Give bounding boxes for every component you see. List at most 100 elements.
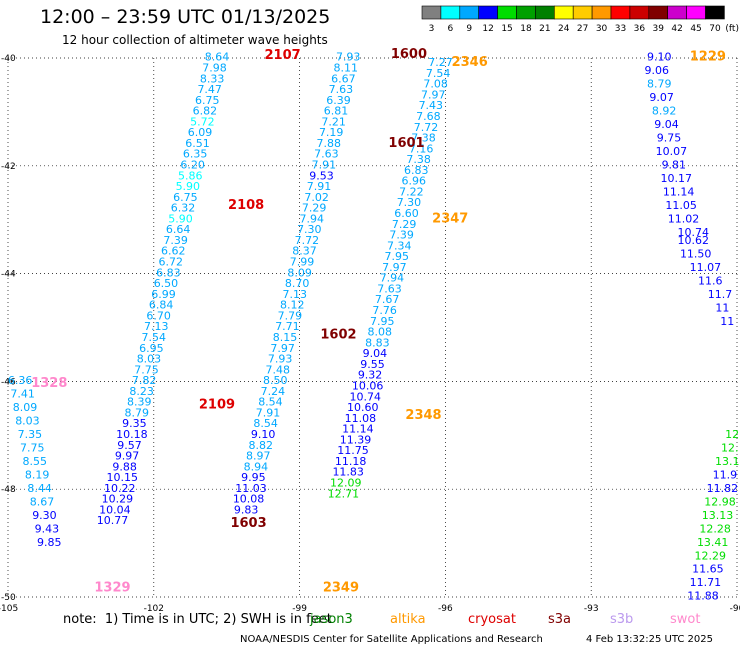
pass-time-label: 1229	[690, 50, 726, 65]
pass-time-label: 2109	[199, 397, 235, 412]
footer-credit: NOAA/NESDIS Center for Satellite Applica…	[240, 634, 543, 645]
wave-height-value: 8.64	[205, 51, 230, 64]
wave-height-value: 6.95	[139, 342, 164, 355]
wave-height-value: 8.94	[244, 460, 269, 473]
wave-height-value: 9.43	[35, 522, 60, 535]
wave-height-value: 6.35	[183, 148, 208, 161]
wave-height-value: 7.75	[134, 363, 159, 376]
wave-height-value: 10.15	[106, 471, 138, 484]
wave-height-value: 12.	[721, 441, 739, 454]
wave-height-value: 11.6	[698, 274, 723, 287]
pass-time-label: 1602	[320, 327, 356, 342]
footer-timestamp: 4 Feb 13:32:25 UTC 2025	[586, 634, 713, 645]
wave-height-value: 7.35	[18, 428, 43, 441]
legend-s3a: s3a	[548, 612, 572, 627]
pass-time-label: 1329	[94, 581, 130, 596]
wave-height-value: 11.14	[663, 185, 695, 198]
lat-tick-label: -42	[1, 162, 16, 172]
wave-height-value: 6.83	[404, 164, 429, 177]
lat-tick-label: -44	[1, 270, 16, 280]
wave-height-value: 8.23	[129, 385, 154, 398]
wave-height-value: 8.11	[334, 61, 359, 74]
wave-height-value: 7.13	[144, 320, 169, 333]
wave-height-value: 8.09	[13, 401, 38, 414]
wave-height-value: 9.06	[645, 64, 670, 77]
wave-height-value: 7.88	[317, 137, 342, 150]
wave-height-value: 11.65	[692, 563, 724, 576]
wave-height-value: 7.79	[278, 309, 303, 322]
wave-height-value: 7.41	[10, 388, 35, 401]
wave-height-value: 10.17	[661, 172, 693, 185]
wave-height-value: 7.98	[202, 61, 227, 74]
wave-height-value: 6.75	[195, 94, 220, 107]
wave-height-value: 9.55	[360, 358, 385, 371]
wave-height-value: 7.94	[300, 212, 325, 225]
colorbar-label: 9	[466, 24, 472, 34]
wave-height-value: 7.99	[290, 256, 315, 269]
wave-height-value: 9.32	[358, 369, 383, 382]
wave-height-value: 8.12	[280, 299, 305, 312]
wave-height-value: 7.72	[295, 234, 320, 247]
legend-s3b: s3b	[610, 612, 634, 627]
wave-height-value: 10.62	[678, 234, 710, 247]
wave-height-value: 12.29	[695, 549, 727, 562]
wave-height-value: 8.70	[285, 277, 310, 290]
wave-height-value: 6.81	[324, 105, 349, 118]
lon-tick-label: -90	[730, 604, 740, 614]
wave-height-value: 13.1	[715, 455, 740, 468]
wave-height-value: 7.95	[385, 250, 410, 263]
wave-height-value: 6.99	[151, 288, 176, 301]
pass-time-label: 2108	[228, 198, 264, 213]
wave-height-value: 10.18	[116, 428, 148, 441]
wave-height-value: 6.84	[149, 299, 174, 312]
wave-height-value: 7.71	[275, 320, 300, 333]
wave-height-value: 7.19	[319, 126, 344, 139]
wave-height-value: 6.67	[331, 72, 356, 85]
legend-swot: swot	[670, 612, 701, 627]
wave-height-value: 7.63	[377, 282, 402, 295]
wave-height-value: 7.29	[302, 202, 327, 215]
wave-height-value: 7.91	[312, 158, 337, 171]
wave-height-value: 6.96	[402, 175, 427, 188]
wave-height-value: 7.39	[389, 229, 414, 242]
wave-height-value: 6.62	[161, 245, 186, 258]
wave-height-value: 7.27	[428, 56, 453, 69]
wave-height-value: 7.43	[419, 99, 444, 112]
wave-height-value: 7.13	[282, 288, 307, 301]
wave-height-value: 7.39	[163, 234, 188, 247]
wave-height-value: 11.83	[332, 466, 364, 479]
wave-height-value: 13.41	[697, 536, 729, 549]
wave-height-value: 7.24	[261, 385, 286, 398]
lat-tick-label: -40	[1, 54, 16, 64]
wave-height-value: 10.22	[104, 482, 136, 495]
colorbar-label: 45	[690, 24, 701, 34]
wave-height-value: 8.44	[27, 482, 52, 495]
wave-height-value: 6.32	[171, 202, 196, 215]
wave-height-value: 11	[715, 301, 729, 314]
wave-height-value: 8.54	[258, 396, 283, 409]
colorbar-swatch	[705, 5, 725, 20]
pass-time-label: 2348	[405, 408, 441, 423]
wave-height-value: 5.86	[178, 169, 203, 182]
wave-height-value: 7.54	[426, 67, 451, 80]
wave-height-value: 12.28	[699, 522, 731, 535]
wave-height-value: 8.79	[647, 78, 672, 91]
colorbar-label: 24	[558, 24, 570, 34]
wave-height-value: 5.72	[190, 115, 215, 128]
wave-height-value: 8.79	[125, 406, 150, 419]
wave-height-value: 10.60	[347, 401, 379, 414]
wave-height-value: 10.29	[102, 493, 134, 506]
wave-height-value: 11.82	[707, 482, 739, 495]
wave-height-value: 6.64	[166, 223, 191, 236]
wave-height-value: 6.20	[180, 158, 205, 171]
colorbar-label: 18	[520, 24, 532, 34]
wave-height-value: 9.75	[657, 132, 682, 145]
wave-height-value: 7.72	[414, 121, 439, 134]
wave-height-value: 9.10	[251, 428, 276, 441]
wave-height-value: 7.93	[268, 353, 293, 366]
colorbar-unit: (ft)	[725, 24, 739, 34]
wave-height-value: 7.02	[304, 191, 329, 204]
wave-height-value: 9.10	[647, 51, 672, 64]
wave-height-value: 11.14	[342, 423, 374, 436]
colorbar-label: 30	[596, 24, 608, 34]
